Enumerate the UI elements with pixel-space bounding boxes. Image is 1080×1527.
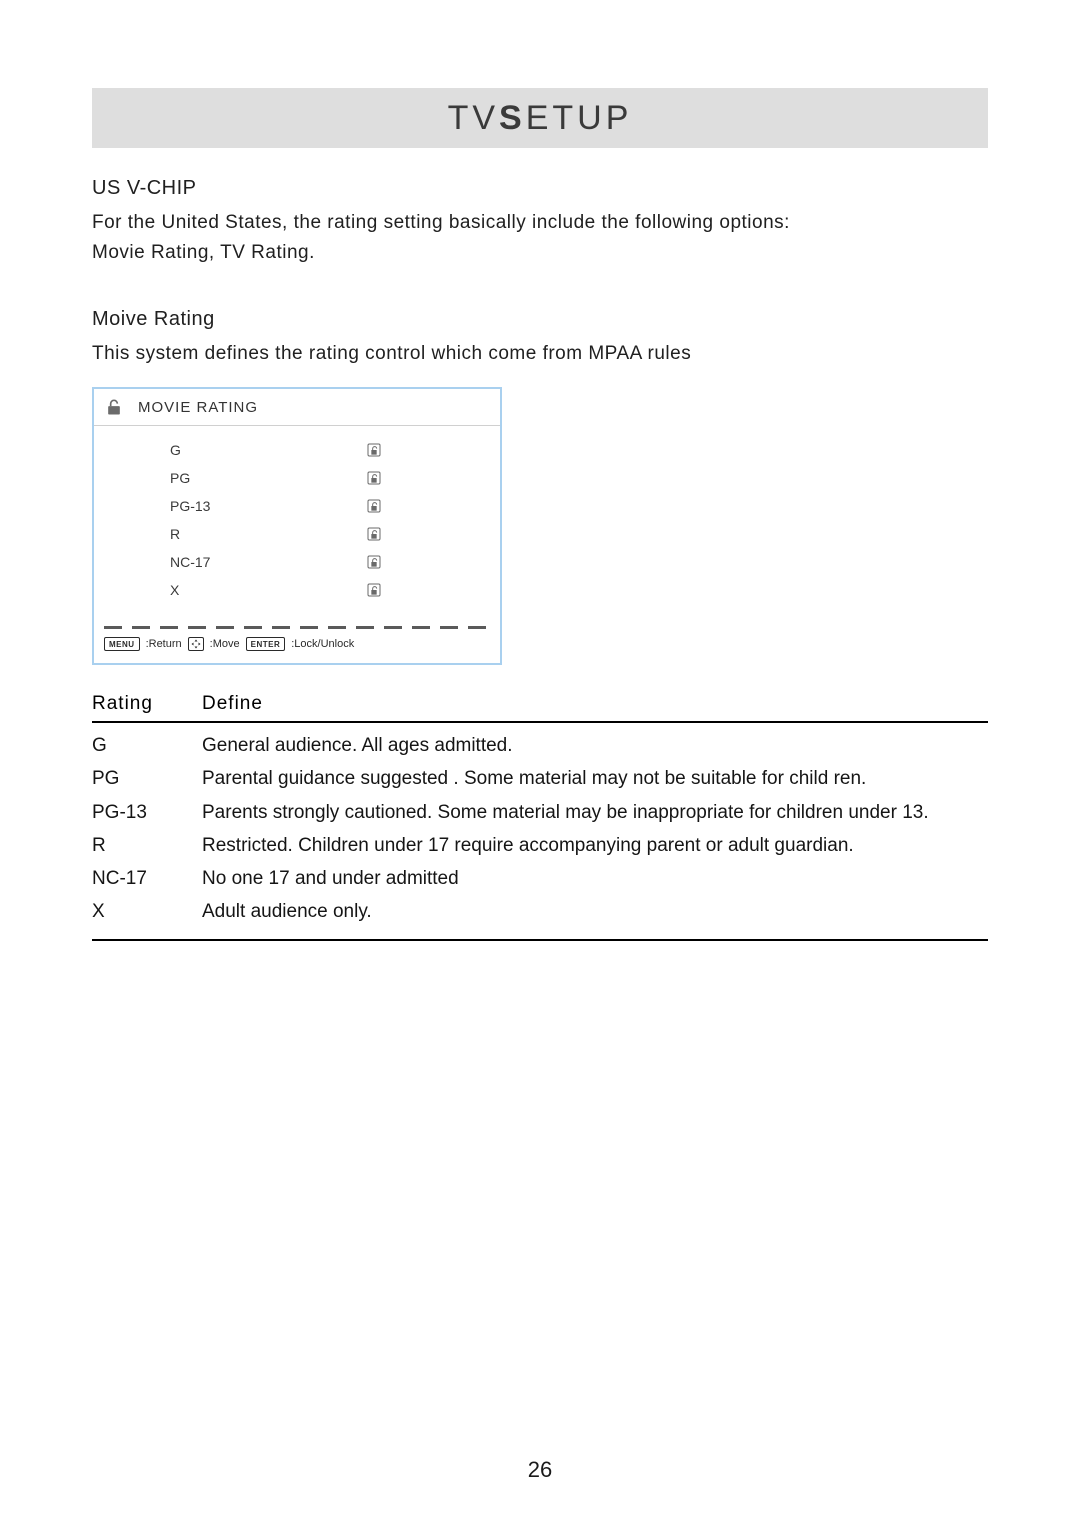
- osd-divider: [94, 622, 500, 629]
- osd-row-label: NC-17: [94, 554, 354, 570]
- def-rating: G: [92, 729, 202, 762]
- def-define: General audience. All ages admitted.: [202, 729, 988, 762]
- osd-row[interactable]: X: [94, 576, 500, 604]
- unlock-icon: [366, 526, 382, 542]
- page-title-banner: TV SETUP: [92, 88, 988, 148]
- osd-row-label: R: [94, 526, 354, 542]
- unlock-icon: [366, 582, 382, 598]
- unlock-icon: [366, 470, 382, 486]
- osd-row[interactable]: PG: [94, 464, 500, 492]
- movie-rating-heading: Moive Rating: [92, 303, 988, 335]
- menu-key-label: :Return: [146, 638, 182, 650]
- def-rating: PG-13: [92, 796, 202, 829]
- osd-rows: G PG PG-13 R: [94, 426, 500, 622]
- unlock-icon: [366, 442, 382, 458]
- vchip-section: US V-CHIP For the United States, the rat…: [92, 172, 988, 269]
- enter-key: ENTER: [246, 637, 286, 651]
- movie-rating-section: Moive Rating This system defines the rat…: [92, 303, 988, 369]
- title-s: S: [499, 99, 526, 138]
- lock-icon: [104, 397, 124, 417]
- osd-row[interactable]: R: [94, 520, 500, 548]
- osd-row-lock: [354, 526, 394, 542]
- osd-title: MOVIE RATING: [138, 399, 258, 416]
- def-head-rating: Rating: [92, 693, 202, 715]
- def-row: PG-13 Parents strongly cautioned. Some m…: [92, 796, 988, 829]
- osd-row-lock: [354, 470, 394, 486]
- def-define: Parents strongly cautioned. Some materia…: [202, 796, 988, 829]
- osd-panel: MOVIE RATING G PG PG-13: [92, 387, 502, 665]
- vchip-line2: Movie Rating, TV Rating.: [92, 238, 988, 268]
- def-row: R Restricted. Children under 17 require …: [92, 829, 988, 862]
- unlock-icon: [366, 498, 382, 514]
- def-define: Parental guidance suggested . Some mater…: [202, 762, 988, 795]
- osd-row-lock: [354, 554, 394, 570]
- def-rating: PG: [92, 762, 202, 795]
- title-rest: ETUP: [526, 99, 633, 138]
- osd-row-label: G: [94, 442, 354, 458]
- def-row: G General audience. All ages admitted.: [92, 729, 988, 762]
- osd-row-lock: [354, 582, 394, 598]
- def-define: No one 17 and under admitted: [202, 862, 988, 895]
- enter-key-label: :Lock/Unlock: [291, 638, 354, 650]
- osd-row-label: X: [94, 582, 354, 598]
- osd-row-lock: [354, 498, 394, 514]
- osd-footer: MENU :Return :Move ENTER :Lock/Unlock: [94, 629, 500, 663]
- vchip-line1: For the United States, the rating settin…: [92, 208, 988, 238]
- def-row: NC-17 No one 17 and under admitted: [92, 862, 988, 895]
- def-row: PG Parental guidance suggested . Some ma…: [92, 762, 988, 795]
- rating-definitions: Rating Define G General audience. All ag…: [92, 693, 988, 941]
- def-row: X Adult audience only.: [92, 895, 988, 928]
- osd-header: MOVIE RATING: [94, 389, 500, 426]
- def-head-define: Define: [202, 693, 263, 715]
- page-number: 26: [0, 1457, 1080, 1483]
- osd-row[interactable]: PG-13: [94, 492, 500, 520]
- osd-row-label: PG: [94, 470, 354, 486]
- movie-rating-line: This system defines the rating control w…: [92, 339, 988, 369]
- page: TV SETUP US V-CHIP For the United States…: [0, 0, 1080, 1527]
- def-rating: R: [92, 829, 202, 862]
- osd-row-label: PG-13: [94, 498, 354, 514]
- def-define: Adult audience only.: [202, 895, 988, 928]
- osd-row[interactable]: NC-17: [94, 548, 500, 576]
- osd-row-lock: [354, 442, 394, 458]
- def-head: Rating Define: [92, 693, 988, 723]
- unlock-icon: [366, 554, 382, 570]
- title-tv: TV: [448, 99, 499, 138]
- def-define: Restricted. Children under 17 require ac…: [202, 829, 988, 862]
- def-rating: X: [92, 895, 202, 928]
- def-rows: G General audience. All ages admitted. P…: [92, 723, 988, 941]
- menu-key: MENU: [104, 637, 140, 651]
- vchip-heading: US V-CHIP: [92, 172, 988, 204]
- move-key-label: :Move: [210, 638, 240, 650]
- def-rating: NC-17: [92, 862, 202, 895]
- arrows-key-icon: [188, 637, 204, 651]
- osd-row[interactable]: G: [94, 436, 500, 464]
